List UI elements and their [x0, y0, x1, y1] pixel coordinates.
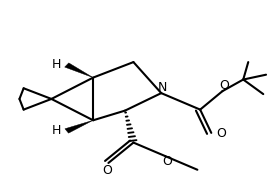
Polygon shape	[65, 63, 93, 78]
Text: O: O	[163, 155, 173, 169]
Text: N: N	[158, 81, 167, 94]
Text: O: O	[216, 127, 226, 140]
Text: H: H	[51, 58, 61, 72]
Text: H: H	[51, 124, 61, 138]
Polygon shape	[65, 120, 93, 133]
Text: O: O	[102, 164, 112, 177]
Text: O: O	[220, 79, 230, 92]
